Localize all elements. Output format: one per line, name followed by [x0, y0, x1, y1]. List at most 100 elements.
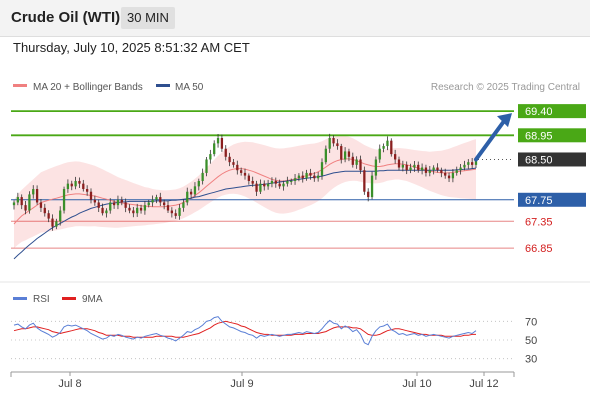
- candle-body: [78, 180, 81, 184]
- candle-body: [232, 162, 235, 165]
- candle-body: [82, 183, 85, 190]
- candle-body: [367, 191, 370, 198]
- candle-body: [124, 202, 127, 208]
- arrow-head: [497, 113, 512, 128]
- candle-body: [317, 175, 320, 179]
- candle-body: [405, 164, 408, 171]
- candle-body: [309, 172, 312, 176]
- timeframe-badge[interactable]: 30 MIN: [121, 7, 175, 29]
- x-axis-label: Jul 10: [402, 378, 431, 390]
- candle-body: [105, 210, 108, 214]
- level-badge-pivot: [518, 192, 586, 207]
- rsi-tick-label: 70: [525, 316, 537, 328]
- candle-body: [228, 156, 231, 163]
- candle-body: [197, 180, 200, 187]
- candle-body: [66, 183, 70, 190]
- candle-body: [374, 159, 378, 176]
- candle-body: [255, 183, 258, 192]
- candle-body: [43, 207, 46, 214]
- candle-body: [413, 164, 416, 168]
- legend-swatch-rsi: [13, 297, 27, 300]
- candle-body: [216, 137, 220, 144]
- candle-body: [120, 199, 123, 203]
- candle-body: [28, 194, 31, 211]
- candle-body: [324, 148, 327, 163]
- candle-body: [236, 164, 239, 171]
- arrow-shaft: [474, 119, 506, 162]
- level-labels: 69.40 68.95 68.50 67.75 67.35 66.85: [518, 104, 586, 255]
- candle-body: [455, 170, 458, 173]
- legend-swatch-ma50: [156, 84, 170, 87]
- candle-body: [293, 178, 297, 181]
- candle-body: [62, 189, 66, 211]
- candle-body: [132, 210, 135, 214]
- candle-body: [355, 159, 358, 165]
- x-axis-label: Jul 9: [230, 378, 253, 390]
- candle-body: [471, 162, 474, 165]
- candle-body: [209, 154, 212, 160]
- candlesticks: [12, 133, 478, 231]
- rsi-tick-label: 30: [525, 354, 537, 366]
- candle-body: [336, 143, 339, 147]
- candle-body: [24, 205, 27, 211]
- candle-body: [139, 207, 143, 211]
- level-badge-resistance: [518, 128, 586, 143]
- candle-body: [35, 189, 39, 203]
- bollinger-band: [14, 135, 476, 249]
- candle-body: [159, 197, 162, 203]
- rsi-9ma-line: [13, 320, 476, 338]
- candle-body: [163, 202, 166, 206]
- candle-body: [428, 170, 431, 173]
- candle-body: [266, 183, 270, 187]
- candle-body: [74, 180, 77, 187]
- level-badge-text: 69.40: [525, 106, 553, 118]
- candle-body: [297, 175, 301, 179]
- rsi-tick-label: 50: [525, 335, 537, 347]
- candle-body: [394, 154, 397, 160]
- level-badge-text: 67.75: [525, 195, 553, 207]
- bollinger-band-area: [14, 135, 476, 249]
- candle-body: [243, 172, 247, 176]
- candle-body: [151, 199, 154, 203]
- candle-body: [444, 172, 447, 176]
- candle-body: [16, 197, 19, 203]
- candle-body: [213, 143, 216, 155]
- candle-body: [116, 199, 120, 206]
- candle-body: [467, 162, 470, 165]
- candle-body: [347, 151, 351, 157]
- level-label-support: 66.85: [525, 243, 553, 255]
- instrument-title: Crude Oil (WTI): [11, 9, 121, 26]
- level-label-support: 67.35: [525, 216, 553, 228]
- candle-body: [301, 175, 304, 179]
- candle-body: [70, 183, 73, 187]
- candle-body: [178, 207, 181, 216]
- candle-body: [112, 202, 116, 206]
- x-axis-labels: Jul 8 Jul 9 Jul 10 Jul 12: [58, 372, 499, 390]
- candle-body: [436, 167, 439, 171]
- candle-body: [59, 210, 62, 222]
- candle-body: [193, 186, 197, 195]
- candle-body: [340, 146, 343, 160]
- candle-body: [386, 140, 389, 147]
- level-lines: [11, 110, 514, 249]
- x-axis-label: Jul 12: [469, 378, 498, 390]
- candle-body: [440, 170, 443, 173]
- candle-body: [20, 197, 23, 206]
- candle-body: [278, 183, 281, 187]
- candle-body: [286, 180, 289, 184]
- candle-body: [224, 148, 227, 157]
- candle-body: [55, 221, 58, 227]
- candle-body: [251, 180, 254, 184]
- candle-body: [409, 167, 412, 171]
- candle-body: [378, 148, 381, 160]
- legend-ma50-label: MA 50: [175, 82, 204, 93]
- candle-body: [86, 189, 89, 192]
- candle-body: [270, 180, 274, 184]
- candle-body: [474, 159, 478, 165]
- chart-datetime: Thursday, July 10, 2025 8:51:32 AM CET: [13, 40, 250, 55]
- candle-body: [240, 170, 243, 173]
- source-credit: Research © 2025 Trading Central: [431, 82, 580, 93]
- candle-body: [417, 164, 420, 171]
- candle-body: [463, 164, 466, 168]
- candle-body: [182, 202, 185, 208]
